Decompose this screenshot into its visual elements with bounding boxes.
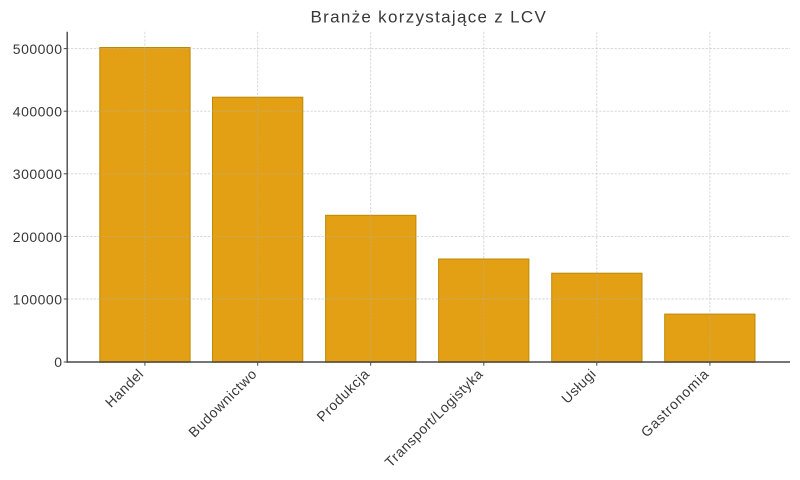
svg-text:300000: 300000 — [13, 166, 63, 182]
svg-text:0: 0 — [54, 354, 62, 370]
svg-text:100000: 100000 — [13, 291, 63, 307]
svg-text:Branże korzystające z LCV: Branże korzystające z LCV — [311, 8, 548, 27]
svg-text:500000: 500000 — [13, 41, 63, 57]
svg-text:400000: 400000 — [13, 104, 63, 120]
svg-text:200000: 200000 — [13, 229, 63, 245]
